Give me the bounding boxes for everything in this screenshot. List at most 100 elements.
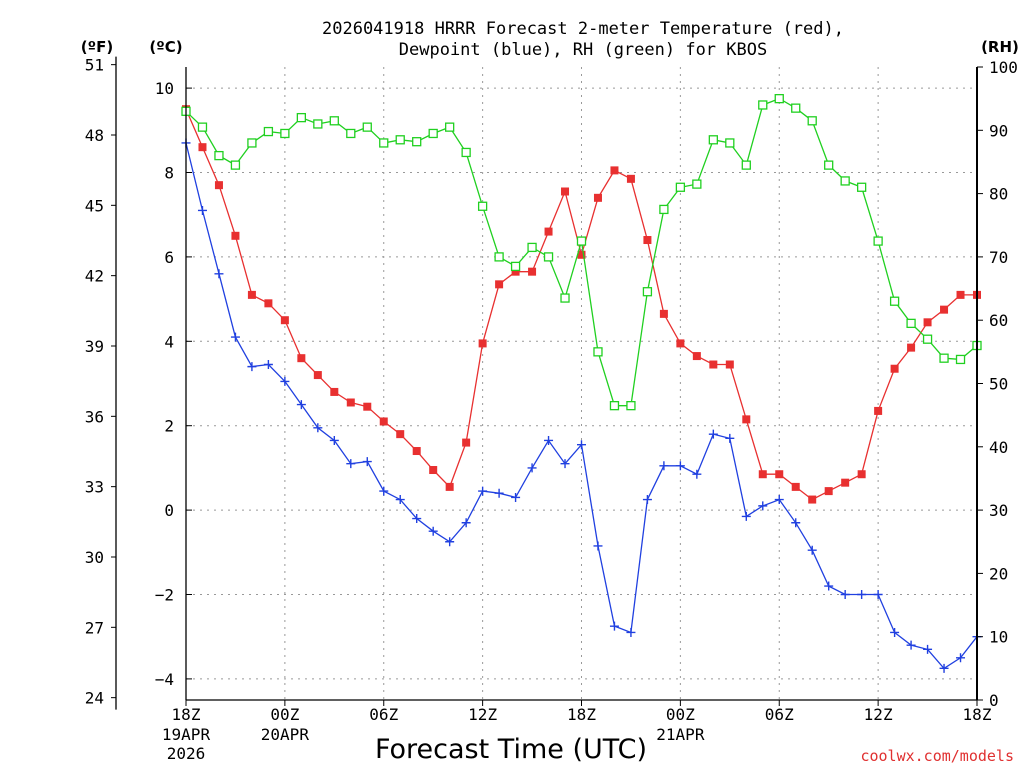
temperature-point xyxy=(593,193,602,202)
x-tick-label: 00Z xyxy=(270,705,299,724)
dewpoint-point xyxy=(725,433,735,443)
rh-tick-label: 20 xyxy=(989,564,1008,583)
dewpoint-point xyxy=(675,461,685,471)
rh-point xyxy=(856,182,867,192)
rh-point xyxy=(214,150,224,161)
rh-point xyxy=(329,116,339,126)
celsius-tick-label: 0 xyxy=(164,501,174,520)
x-tick-label: 18Z xyxy=(963,705,992,724)
temperature-point xyxy=(346,398,355,407)
temperature-point xyxy=(478,339,487,348)
temperature-point xyxy=(610,166,619,175)
rh-point xyxy=(659,204,669,215)
rh-point xyxy=(230,160,241,170)
x-tick-date-label: 20APR xyxy=(261,725,310,744)
rh-point xyxy=(807,116,817,126)
rh-point xyxy=(692,179,702,189)
dewpoint-point xyxy=(395,495,405,505)
unit-celsius-label: (ºC) xyxy=(149,38,182,56)
rh-point xyxy=(296,112,307,123)
dewpoint-point xyxy=(708,429,718,439)
rh-point xyxy=(758,100,768,110)
temperature-point xyxy=(709,360,718,369)
dewpoint-point xyxy=(791,518,801,528)
dewpoint-point xyxy=(692,469,702,479)
temperature-point xyxy=(907,343,916,352)
dewpoint-point xyxy=(445,537,455,547)
dewpoint-point xyxy=(939,663,949,673)
temperature-point xyxy=(940,305,949,314)
temperature-point xyxy=(214,181,223,190)
celsius-tick-label: 8 xyxy=(164,164,174,183)
dewpoint-point xyxy=(741,511,751,521)
x-tick-label: 06Z xyxy=(765,705,794,724)
dewpoint-point xyxy=(642,495,652,505)
x-tick-label: 18Z xyxy=(567,705,596,724)
celsius-tick-label: −4 xyxy=(155,670,174,689)
rh-point xyxy=(412,137,422,147)
rh-point xyxy=(939,353,949,363)
temperature-point xyxy=(297,354,306,363)
rh-tick-label: 90 xyxy=(989,121,1008,140)
rh-tick-label: 10 xyxy=(989,628,1008,647)
dewpoint-point xyxy=(511,492,521,502)
temperature-point xyxy=(742,415,751,424)
fahrenheit-tick-label: 24 xyxy=(85,689,104,708)
dewpoint-point xyxy=(197,205,207,215)
rh-tick-label: 80 xyxy=(989,185,1008,204)
temperature-point xyxy=(956,290,965,299)
dewpoint-point xyxy=(807,545,817,555)
dewpoint-point xyxy=(923,644,933,654)
rh-point xyxy=(955,354,966,365)
temperature-point xyxy=(396,430,405,439)
temperature-point xyxy=(313,371,322,380)
x-tick-label: 18Z xyxy=(172,705,201,724)
fahrenheit-tick-label: 42 xyxy=(85,267,104,286)
unit-rh-label: (RH) xyxy=(981,38,1019,56)
rh-point xyxy=(906,318,916,329)
rh-point xyxy=(247,138,257,148)
rh-point xyxy=(626,401,636,411)
rh-point xyxy=(576,236,587,246)
temperature-point xyxy=(874,406,883,415)
temperature-point xyxy=(198,143,207,152)
rh-tick-label: 40 xyxy=(989,438,1008,457)
rh-point xyxy=(708,135,718,145)
rh-point xyxy=(461,147,471,158)
unit-fahrenheit-label: (ºF) xyxy=(81,38,113,56)
rh-tick-label: 50 xyxy=(989,375,1008,394)
temperature-point xyxy=(280,316,289,325)
rh-point xyxy=(280,128,290,139)
temperature-point xyxy=(412,447,421,456)
temperature-point xyxy=(528,267,537,276)
dewpoint-point xyxy=(857,590,867,599)
temperature-point xyxy=(659,309,668,318)
temperature-point xyxy=(758,470,767,479)
temperature-point xyxy=(264,299,273,308)
dewpoint-point xyxy=(956,653,966,663)
dewpoint-point xyxy=(329,435,339,445)
dewpoint-point xyxy=(379,486,389,496)
fahrenheit-tick-label: 33 xyxy=(85,478,104,497)
temperature-point xyxy=(462,438,471,447)
dewpoint-point xyxy=(890,627,900,637)
rh-point xyxy=(774,94,784,104)
temperature-point xyxy=(626,174,635,183)
x-tick-label: 06Z xyxy=(369,705,398,724)
rh-point xyxy=(362,122,372,132)
temperature-point xyxy=(808,495,817,504)
rh-point xyxy=(445,122,455,132)
fahrenheit-tick-label: 27 xyxy=(85,618,104,637)
temperature-point xyxy=(890,364,899,373)
x-tick-date-label: 21APR xyxy=(656,725,705,744)
dewpoint-point xyxy=(461,518,471,528)
temperature-point xyxy=(495,280,504,289)
rh-point xyxy=(642,287,653,297)
rh-point xyxy=(313,119,323,129)
temperature-point xyxy=(561,187,570,196)
dewpoint-point xyxy=(214,269,224,279)
celsius-tick-label: 10 xyxy=(155,79,174,98)
rh-point xyxy=(593,347,603,357)
dewpoint-point xyxy=(577,440,586,450)
